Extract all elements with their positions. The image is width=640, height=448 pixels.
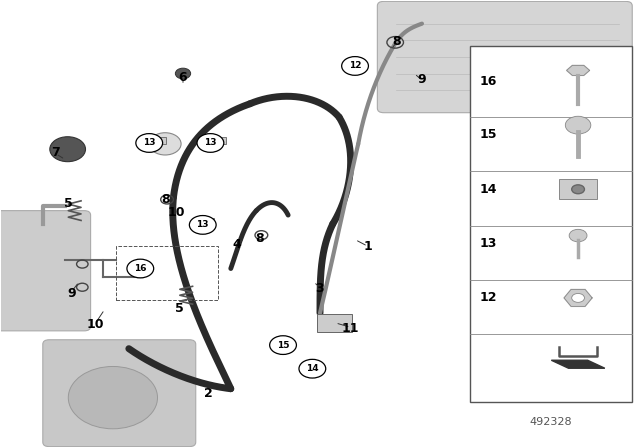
Circle shape — [127, 259, 154, 278]
Text: 14: 14 — [480, 183, 497, 196]
Text: 13: 13 — [204, 138, 217, 147]
Circle shape — [269, 336, 296, 354]
FancyBboxPatch shape — [378, 1, 632, 113]
Circle shape — [68, 366, 157, 429]
Text: 7: 7 — [51, 146, 60, 159]
FancyBboxPatch shape — [0, 211, 91, 331]
Text: 9: 9 — [67, 287, 76, 300]
Circle shape — [342, 56, 369, 75]
Text: 16: 16 — [480, 75, 497, 88]
Text: 13: 13 — [143, 138, 156, 147]
Circle shape — [197, 134, 224, 152]
Bar — [211, 137, 226, 144]
Text: 13: 13 — [480, 237, 497, 250]
Circle shape — [572, 185, 584, 194]
Bar — [199, 218, 214, 225]
Text: 1: 1 — [364, 240, 372, 253]
Circle shape — [149, 133, 181, 155]
Circle shape — [175, 68, 191, 79]
Circle shape — [50, 137, 86, 162]
Text: 9: 9 — [418, 73, 426, 86]
Text: 12: 12 — [349, 61, 362, 70]
FancyBboxPatch shape — [43, 340, 196, 447]
Bar — [116, 246, 218, 300]
Polygon shape — [564, 289, 592, 306]
Text: 8: 8 — [161, 193, 170, 206]
Text: 14: 14 — [306, 364, 319, 373]
Text: 5: 5 — [64, 198, 73, 211]
Polygon shape — [566, 65, 589, 75]
Bar — [317, 314, 352, 332]
Text: 492328: 492328 — [529, 417, 572, 427]
Circle shape — [565, 116, 591, 134]
Text: 12: 12 — [480, 291, 497, 304]
Bar — [470, 46, 632, 402]
Bar — [150, 137, 166, 144]
Text: 11: 11 — [342, 322, 359, 335]
Polygon shape — [551, 360, 605, 368]
Text: 13: 13 — [196, 220, 209, 229]
Circle shape — [572, 293, 584, 302]
Text: 5: 5 — [175, 302, 184, 315]
Circle shape — [136, 134, 163, 152]
Text: 15: 15 — [480, 129, 497, 142]
Circle shape — [189, 215, 216, 234]
Text: 10: 10 — [87, 318, 104, 331]
Text: 4: 4 — [233, 237, 241, 250]
Text: 8: 8 — [255, 232, 264, 245]
Bar — [559, 180, 597, 199]
Text: 15: 15 — [276, 340, 289, 349]
Text: 3: 3 — [316, 282, 324, 295]
Circle shape — [569, 229, 587, 242]
Circle shape — [299, 359, 326, 378]
Text: 2: 2 — [204, 387, 213, 400]
Text: 16: 16 — [134, 264, 147, 273]
Text: 6: 6 — [179, 71, 188, 84]
Text: 8: 8 — [392, 35, 401, 48]
Text: 10: 10 — [168, 207, 186, 220]
